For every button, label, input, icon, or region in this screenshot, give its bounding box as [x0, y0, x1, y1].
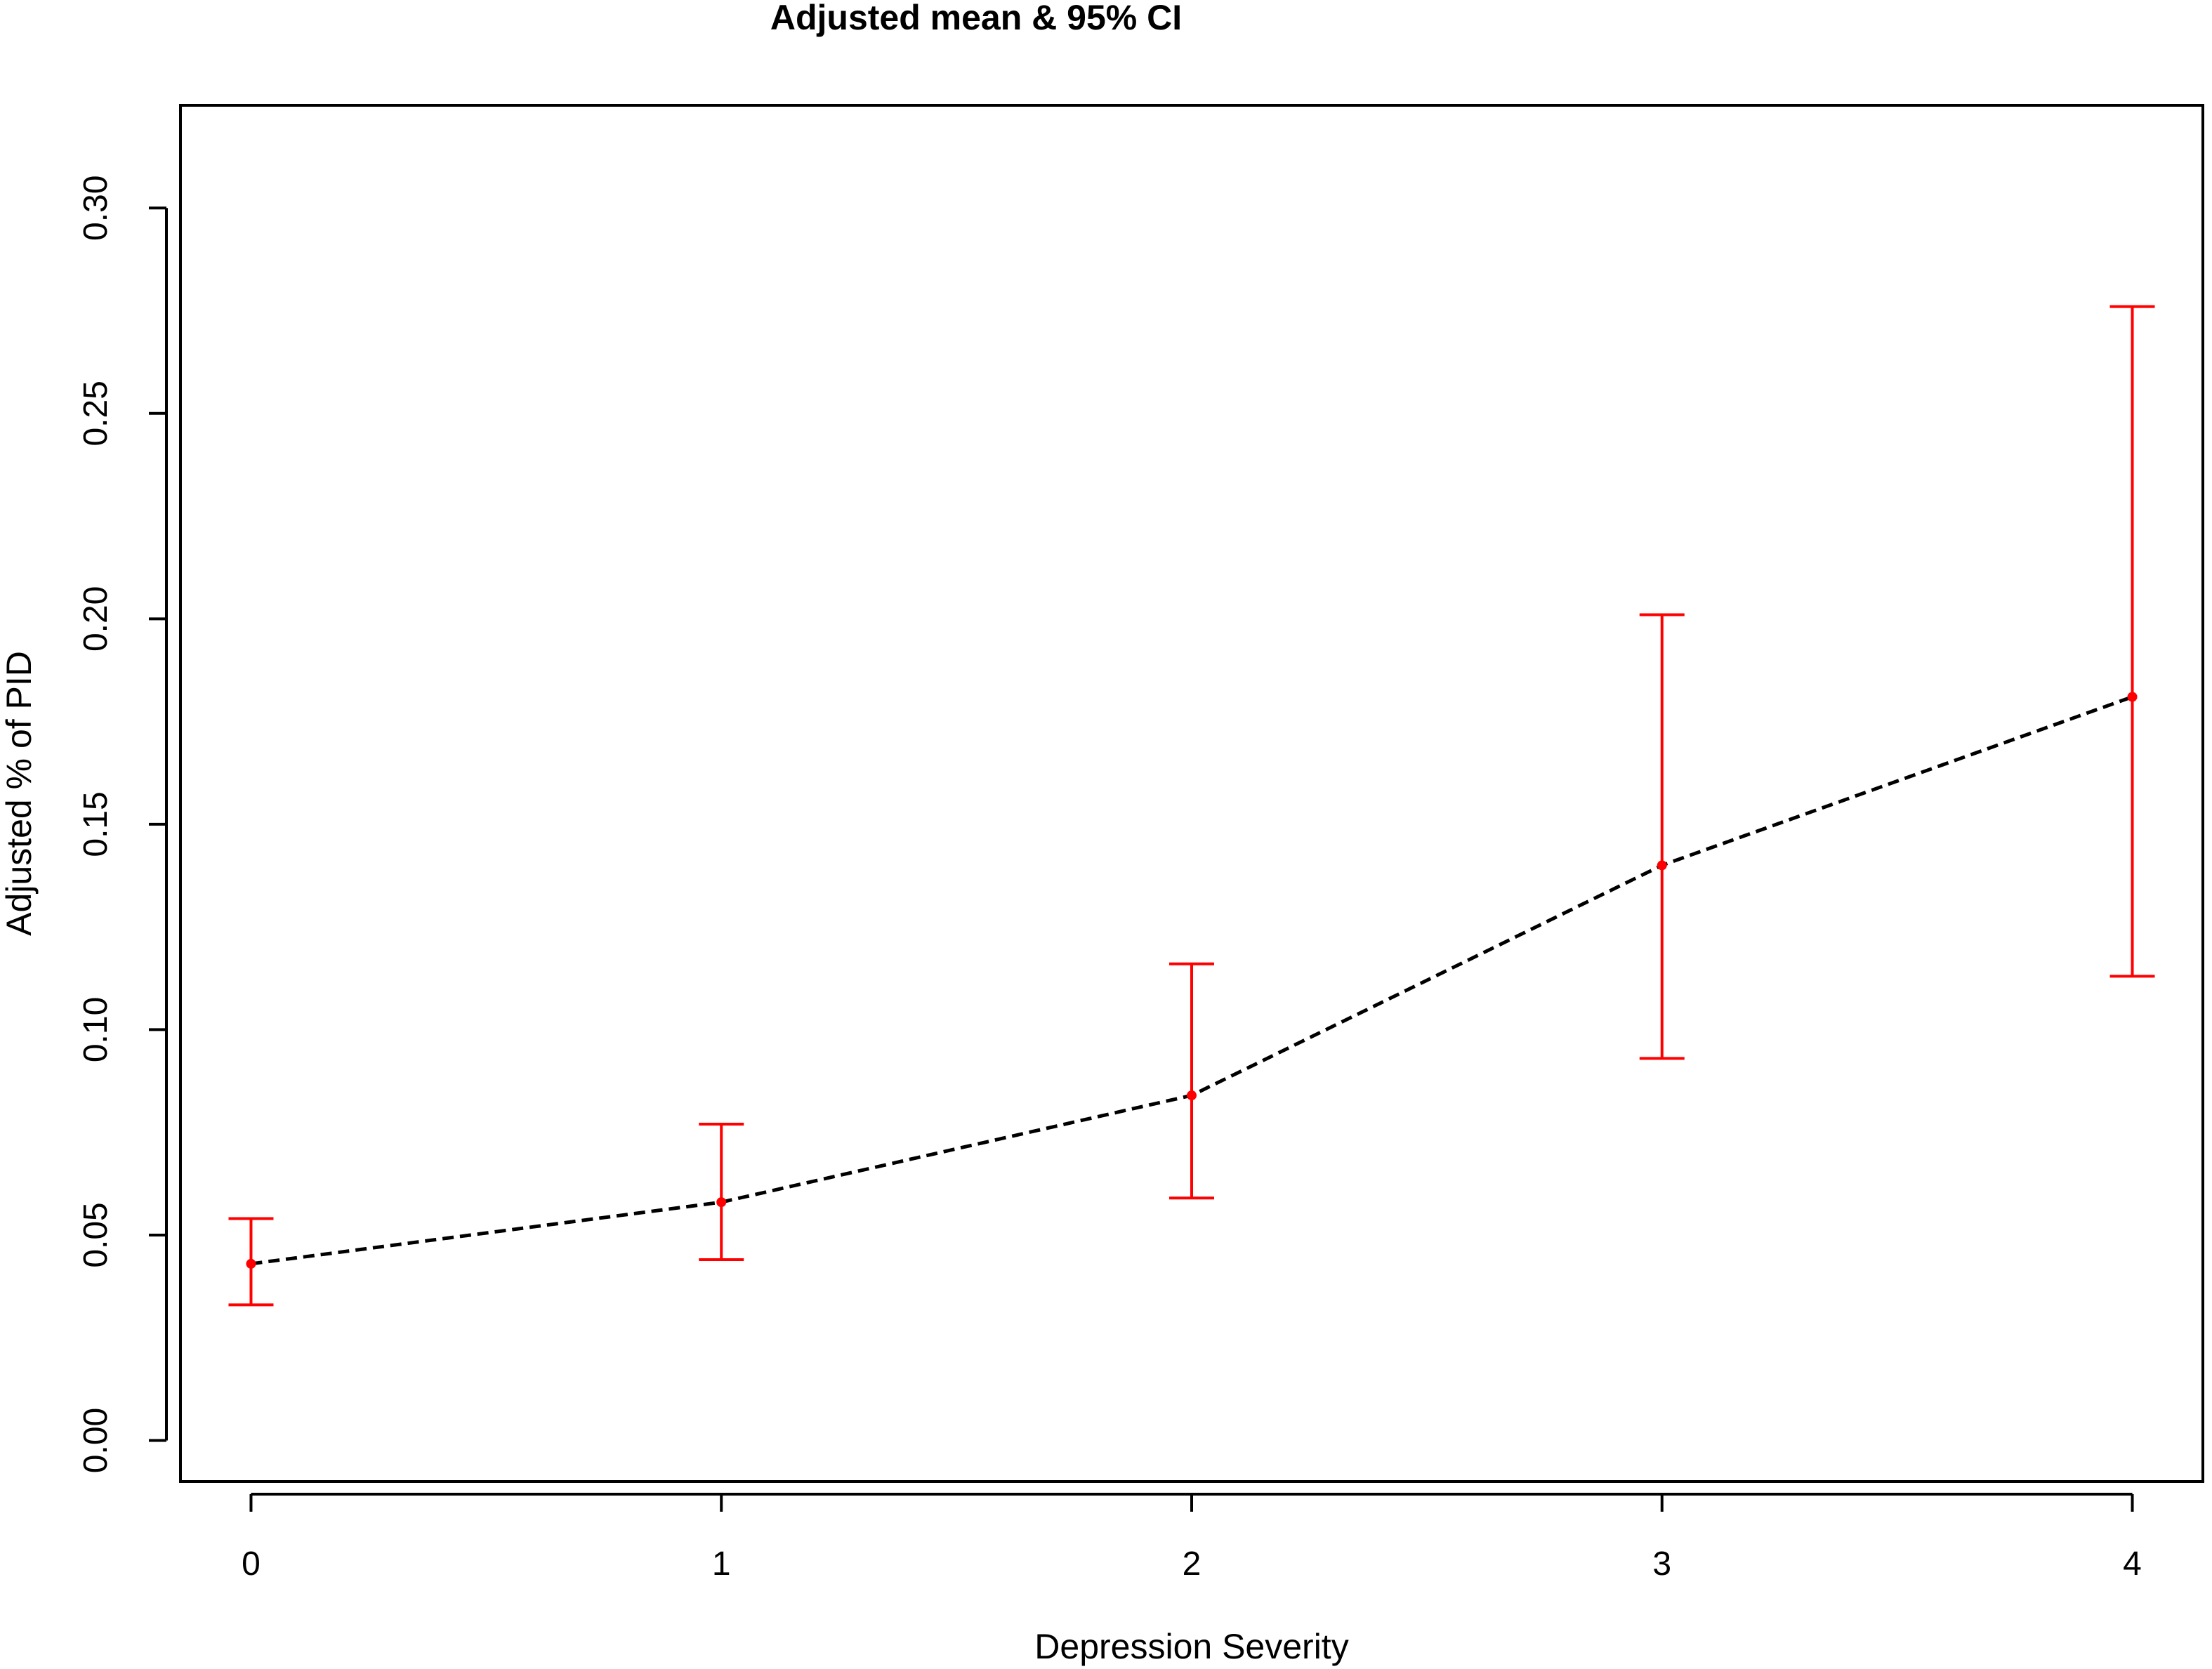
y-tick-label: 0.05	[77, 1202, 114, 1267]
y-tick-label: 0.30	[77, 176, 114, 241]
x-tick-label: 3	[1652, 1545, 1671, 1583]
x-tick-label: 1	[712, 1545, 731, 1583]
x-axis-title: Depression Severity	[1034, 1627, 1348, 1666]
plot-frame	[179, 104, 2204, 1483]
y-axis: 0.00 0.05 0.10 0.15 0.20 0.25 0.30	[77, 176, 168, 1473]
x-tick-label: 0	[242, 1545, 261, 1583]
error-bars	[228, 305, 2155, 1307]
y-tick-label: 0.15	[77, 791, 114, 857]
data-point	[2127, 692, 2138, 702]
y-tick-label: 0.20	[77, 586, 114, 652]
chart-title: Adjusted mean & 95% CI	[770, 0, 1182, 37]
data-point	[246, 1258, 256, 1269]
data-point	[716, 1197, 727, 1208]
data-point	[1187, 1090, 1197, 1101]
y-axis-title: Adjusted % of PID	[0, 651, 39, 936]
y-tick-label: 0.00	[77, 1408, 114, 1473]
x-tick-label: 2	[1183, 1545, 1202, 1583]
data-points	[246, 692, 2138, 1269]
data-point	[1657, 860, 1667, 871]
x-tick-label: 4	[2123, 1545, 2142, 1583]
x-axis: 0 1 2 3 4	[242, 1493, 2142, 1583]
y-tick-label: 0.25	[77, 381, 114, 446]
y-tick-label: 0.10	[77, 997, 114, 1062]
